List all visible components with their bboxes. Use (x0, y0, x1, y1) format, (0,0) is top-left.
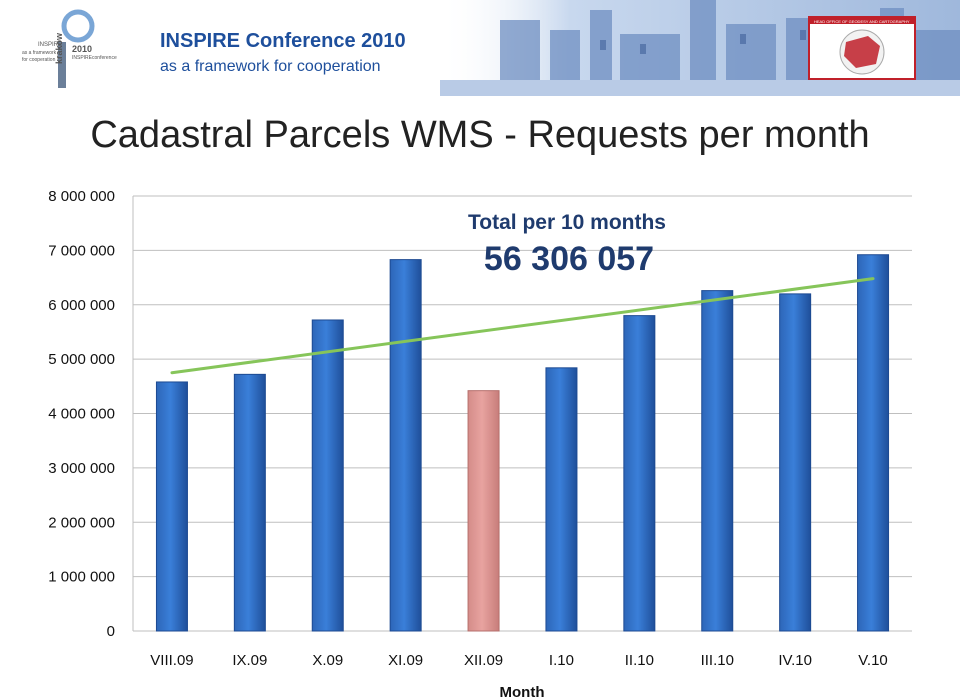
trend-line (170, 277, 875, 375)
x-tick-label: IX.09 (232, 652, 267, 669)
bar (311, 319, 344, 632)
bar (779, 293, 812, 632)
krakow-logo-icon (58, 9, 95, 88)
y-tick-label: 7 000 000 (48, 242, 115, 259)
y-tick-label: 2 000 000 (48, 514, 115, 531)
y-tick-label: 8 000 000 (48, 188, 115, 205)
y-tick-label: 6 000 000 (48, 297, 115, 314)
head-office-text: HEAD OFFICE OF GEODESY AND CARTOGRAPHY (814, 19, 910, 24)
y-tick-label: 5 000 000 (48, 351, 115, 368)
bar-highlighted (467, 390, 500, 632)
total-value: 56 306 057 (484, 240, 654, 278)
x-tick-label: I.10 (549, 652, 574, 669)
y-axis-ticks: 0 1 000 000 2 000 000 3 000 000 4 000 000 5 0… (48, 188, 115, 640)
x-tick-label: IV.10 (778, 652, 812, 669)
x-tick-label: X.09 (312, 652, 343, 669)
conference-logo: INSPIRE as a framework for cooperation k… (18, 4, 128, 92)
x-axis-ticks: VIII.09 IX.09 X.09 XI.09 XII.09 I.10 II.10 III.… (150, 652, 888, 669)
bar (623, 315, 656, 632)
bar (545, 367, 578, 632)
x-tick-label: V.10 (858, 652, 887, 669)
y-tick-label: 0 (107, 623, 115, 640)
logo-text-1: INSPIRE (38, 42, 63, 48)
bar (389, 259, 422, 632)
total-label: Total per 10 months (468, 211, 666, 234)
logo-year: 2010 (72, 44, 93, 54)
bar (155, 381, 188, 632)
logo-text-2: as a framework (22, 50, 57, 56)
y-tick-label: 1 000 000 (48, 569, 115, 586)
bar (857, 254, 890, 632)
header-banner: INSPIRE as a framework for cooperation k… (0, 0, 960, 96)
x-tick-label: VIII.09 (150, 652, 193, 669)
poland-map-icon (810, 18, 914, 75)
x-tick-label: XII.09 (464, 652, 503, 669)
x-tick-label: III.10 (701, 652, 734, 669)
bar (233, 373, 266, 632)
x-tick-label: II.10 (625, 652, 654, 669)
x-axis-label: Month (500, 684, 545, 699)
page-title: Cadastral Parcels WMS - Requests per mon… (90, 114, 870, 156)
conference-title: INSPIRE Conference 2010 (160, 30, 406, 52)
y-tick-label: 4 000 000 (48, 406, 115, 423)
x-tick-label: XI.09 (388, 652, 423, 669)
logo-text-3: for cooperation (22, 57, 56, 63)
conference-subtitle: as a framework for cooperation (160, 58, 381, 75)
bar (701, 290, 734, 632)
bars (155, 254, 890, 632)
head-office-logo: HEAD OFFICE OF GEODESY AND CARTOGRAPHY (808, 16, 916, 80)
logo-conf: INSPIREconference (72, 55, 117, 61)
y-tick-label: 3 000 000 (48, 460, 115, 477)
